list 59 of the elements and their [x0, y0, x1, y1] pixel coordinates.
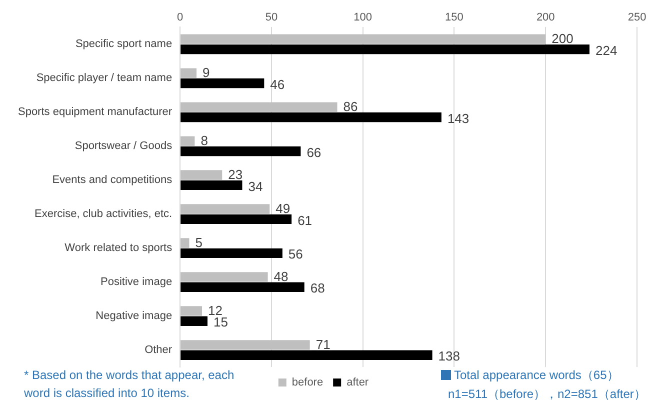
data-label: 71 [316, 336, 330, 352]
bar [180, 272, 268, 282]
data-label: 23 [228, 167, 243, 182]
text: n1=511（before），n2=851（after） [448, 387, 646, 401]
y-tick-label: Specific sport name [75, 38, 172, 50]
bar [180, 78, 264, 88]
x-tick-label: 150 [445, 12, 464, 24]
y-tick-label: Specific player / team name [36, 72, 172, 84]
data-label: 56 [288, 246, 303, 262]
data-label: 86 [343, 99, 358, 114]
data-label: 48 [274, 269, 288, 284]
data-label: 143 [447, 110, 470, 126]
y-tick-label: Other [144, 344, 172, 356]
data-label: 5 [195, 235, 202, 250]
data-label: 224 [595, 42, 618, 58]
bar [180, 102, 338, 112]
bar [180, 316, 208, 326]
bar [180, 282, 304, 292]
bar [180, 44, 590, 54]
text: * Based on the words that appear, each word is classified into 10 items. [24, 368, 234, 400]
y-tick-label: Sports equipment manufacturer [18, 106, 172, 118]
data-label: 34 [248, 178, 263, 194]
data-label: 138 [438, 348, 460, 364]
data-label: 68 [310, 280, 325, 296]
y-tick-label: Events and competitions [52, 174, 173, 186]
legend-label: after [346, 376, 369, 389]
data-label: 200 [552, 31, 574, 46]
x-tick-label: 0 [177, 12, 184, 24]
x-tick-label: 200 [536, 12, 555, 24]
bar [180, 146, 301, 156]
data-label: 46 [270, 76, 285, 92]
bar [180, 340, 310, 350]
legend-label: before [292, 376, 324, 389]
y-tick-label: Exercise, club activities, etc. [34, 208, 172, 220]
data-label: 66 [306, 144, 322, 160]
y-tick-label: Positive image [100, 276, 172, 288]
data-label: 9 [202, 65, 210, 80]
bar [180, 238, 190, 248]
bar [180, 204, 270, 214]
x-tick-label: 250 [628, 12, 646, 24]
y-tick-label: Negative image [96, 310, 172, 322]
bar [180, 112, 442, 122]
text: Total appearance words（65） [454, 368, 619, 382]
data-label: 8 [200, 133, 208, 148]
y-tick-label: Sportswear / Goods [74, 140, 173, 152]
bar [180, 306, 202, 316]
y-tick-label: Work related to sports [64, 242, 173, 254]
x-tick-label: 100 [354, 12, 372, 24]
bar [180, 214, 292, 224]
bar [180, 136, 195, 146]
bar [180, 248, 282, 258]
bar [180, 34, 546, 44]
bar [180, 180, 242, 190]
data-label: 49 [276, 201, 290, 216]
data-label: 61 [298, 212, 312, 228]
x-tick-label: 50 [265, 12, 278, 24]
bar [180, 170, 222, 180]
bar [180, 350, 432, 360]
bar [180, 68, 197, 78]
